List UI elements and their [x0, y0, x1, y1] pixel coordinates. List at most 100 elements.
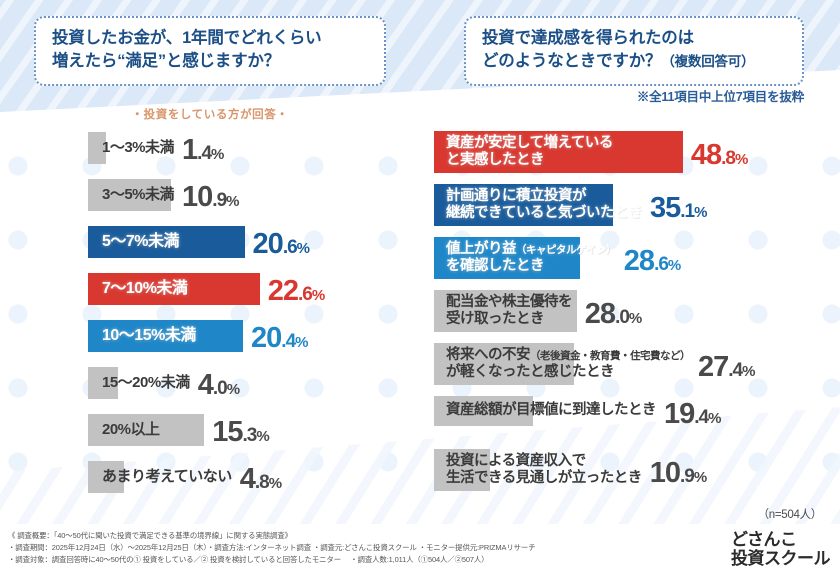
value-integer: 35: [650, 192, 681, 224]
label-line-2: 継続できていると気づいたとき: [446, 205, 643, 221]
left-bar-value: 22.6%: [267, 275, 325, 307]
footer: 《 調査概要：「40～50代に聞いた投資で満足できる基準の境界線」に関する実態調…: [0, 522, 840, 582]
value-percent-sign: %: [667, 257, 681, 274]
right-bar-label: 配当金や株主優待を 受け取ったとき: [446, 293, 573, 328]
label-line-1: 配当金や株主優待を: [446, 293, 573, 310]
right-bar: 値上がり益（キャピタルゲイン） を確認したとき: [434, 237, 616, 279]
label-line-1: 投資による資産収入で: [446, 452, 586, 469]
value-integer: 27: [698, 351, 729, 383]
left-question-line2: 増えたら“満足”と感じますか？: [52, 52, 281, 71]
right-bar-value: 19.4%: [664, 400, 721, 429]
left-bar: あまり考えていない: [88, 461, 232, 493]
footer-line-3: ・調査対象：調査回答時に40～50代の① 投資をしている／② 投資を検討している…: [8, 554, 489, 564]
value-percent-sign: %: [226, 381, 240, 398]
right-question-line1: 投資で達成感を得られたのは: [482, 29, 694, 47]
left-question-box: 投資したお金が、1年間でどれくらい 増えたら“満足”と感じますか？: [34, 16, 386, 86]
right-bar-row: 投資による資産収入で 生活できる見通しが立ったとき 10.9%: [420, 446, 840, 499]
right-bar: 資産が安定して増えている と実感したとき: [434, 131, 683, 173]
right-bar-label: 投資による資産収入で 生活できる見通しが立ったとき: [446, 453, 642, 487]
value-integer: 4: [197, 369, 214, 401]
right-bar-row: 計画通りに積立投資が 継続できていると気づいたとき 35.1%: [420, 181, 840, 234]
value-percent-sign: %: [708, 410, 721, 427]
left-bar-row: 7～10%未満 22.6%: [0, 269, 420, 316]
right-bar-label: 資産総額が目標値に到達したとき: [446, 402, 657, 419]
label-line-2: を確認したとき: [446, 258, 544, 274]
left-bar-row: 1～3%未満 1.4%: [0, 128, 420, 175]
right-bar-label: 資産が安定して増えている と実感したとき: [446, 135, 613, 169]
value-percent-sign: %: [268, 475, 282, 492]
right-bar-value: 10.9%: [650, 459, 707, 488]
left-bar-row: 10～15%未満 20.4%: [0, 316, 420, 363]
right-bar: 将来への不安（老後資金・教育費・住宅費など） が軽くなったと感じたとき: [434, 343, 691, 385]
right-bar-value: 28.6%: [623, 245, 681, 277]
right-bar-row: 配当金や株主優待を 受け取ったとき 28.0%: [420, 287, 840, 340]
label-line-1: 将来への不安（老後資金・教育費・住宅費など）: [446, 346, 691, 363]
right-question-line2: どのようなときですか？: [482, 52, 662, 71]
value-decimal: .4: [728, 360, 743, 381]
value-percent-sign: %: [735, 151, 748, 168]
left-bar-label: 10～15%未満: [102, 326, 196, 344]
left-bar-row: 5～7%未満 20.6%: [0, 222, 420, 269]
value-integer: 10: [182, 181, 213, 213]
right-bar-label: 将来への不安（老後資金・教育費・住宅費など） が軽くなったと感じたとき: [446, 346, 691, 381]
right-bar-label: 計画通りに積立投資が 継続できていると気づいたとき: [446, 187, 643, 222]
right-question-box: 投資で達成感を得られたのは どのようなときですか？（複数回答可）: [464, 16, 804, 86]
value-percent-sign: %: [742, 363, 755, 380]
value-integer: 22: [267, 275, 299, 307]
value-integer: 4: [239, 463, 256, 495]
label-line-1: 資産が安定して増えている: [446, 134, 613, 151]
value-decimal: .4: [694, 407, 709, 428]
value-percent-sign: %: [296, 240, 310, 257]
footer-survey-details: 《 調査概要：「40～50代に聞いた投資で満足できる基準の境界線」に関する実態調…: [8, 530, 698, 566]
value-decimal: .6: [298, 284, 313, 305]
label-line-2: 受け取ったとき: [446, 311, 545, 327]
left-bar: 7～10%未満: [88, 273, 260, 305]
value-integer: 28: [623, 245, 655, 277]
left-bar-row: 3～5%未満 10.9%: [0, 175, 420, 222]
value-integer: 48: [690, 139, 722, 171]
value-percent-sign: %: [211, 146, 224, 163]
respondent-note: ・投資をしている方が回答・: [131, 109, 289, 121]
left-bar-label: 1～3%未満: [102, 139, 175, 157]
left-bar-label: 20%以上: [102, 421, 160, 439]
value-decimal: .9: [212, 190, 227, 211]
value-decimal: .0: [212, 378, 228, 399]
right-excerpt-note: ※全11項目中上位7項目を抜粋: [636, 90, 804, 104]
left-bar: 5～7%未満: [88, 226, 245, 258]
left-bar-value: 15.3%: [212, 418, 269, 447]
label-line-2: と実感したとき: [446, 152, 544, 168]
right-bar-row: 資産が安定して増えている と実感したとき 48.8%: [420, 128, 840, 181]
value-percent-sign: %: [693, 469, 707, 486]
left-bar-value: 1.4%: [182, 136, 224, 165]
value-percent-sign: %: [256, 428, 269, 445]
value-decimal: .8: [721, 148, 736, 169]
logo-line-1: どさんこ: [731, 530, 797, 549]
left-bar-value: 4.0%: [197, 369, 240, 401]
left-bar-row: 15～20%未満 4.0%: [0, 363, 420, 410]
value-decimal: .4: [197, 143, 212, 164]
left-bar-label: 15～20%未満: [102, 374, 190, 392]
label-line-1: 計画通りに積立投資が: [446, 187, 587, 204]
left-bar: 15～20%未満: [88, 367, 190, 399]
left-bar: 10～15%未満: [88, 320, 244, 352]
value-decimal: .6: [282, 237, 298, 258]
right-bar: 資産総額が目標値に到達したとき: [434, 396, 657, 426]
footer-line-1: 《 調査概要：「40～50代に聞いた投資で満足できる基準の境界線」に関する実態調…: [8, 531, 292, 540]
footer-line-2: ・調査期間：2025年12月24日（水）～2025年12月25日（木）・調査方法…: [8, 542, 536, 552]
left-bar-row: 20%以上 15.3%: [0, 410, 420, 457]
right-question-line2-wrap: どのようなときですか？（複数回答可）: [482, 50, 788, 73]
right-bar-row: 資産総額が目標値に到達したとき 19.4%: [420, 393, 840, 446]
left-bar: 1～3%未満: [88, 132, 175, 164]
value-decimal: .4: [281, 331, 296, 352]
left-bar: 3～5%未満: [88, 179, 175, 211]
right-bar: 計画通りに積立投資が 継続できていると気づいたとき: [434, 184, 643, 226]
value-decimal: .0: [615, 307, 630, 328]
value-percent-sign: %: [694, 204, 707, 221]
value-percent-sign: %: [295, 334, 308, 351]
label-line-2: 生活できる見通しが立ったとき: [446, 470, 642, 486]
value-percent-sign: %: [628, 310, 642, 327]
value-decimal: .6: [654, 254, 669, 275]
left-bar-value: 4.8%: [239, 463, 282, 495]
value-percent-sign: %: [226, 193, 239, 210]
